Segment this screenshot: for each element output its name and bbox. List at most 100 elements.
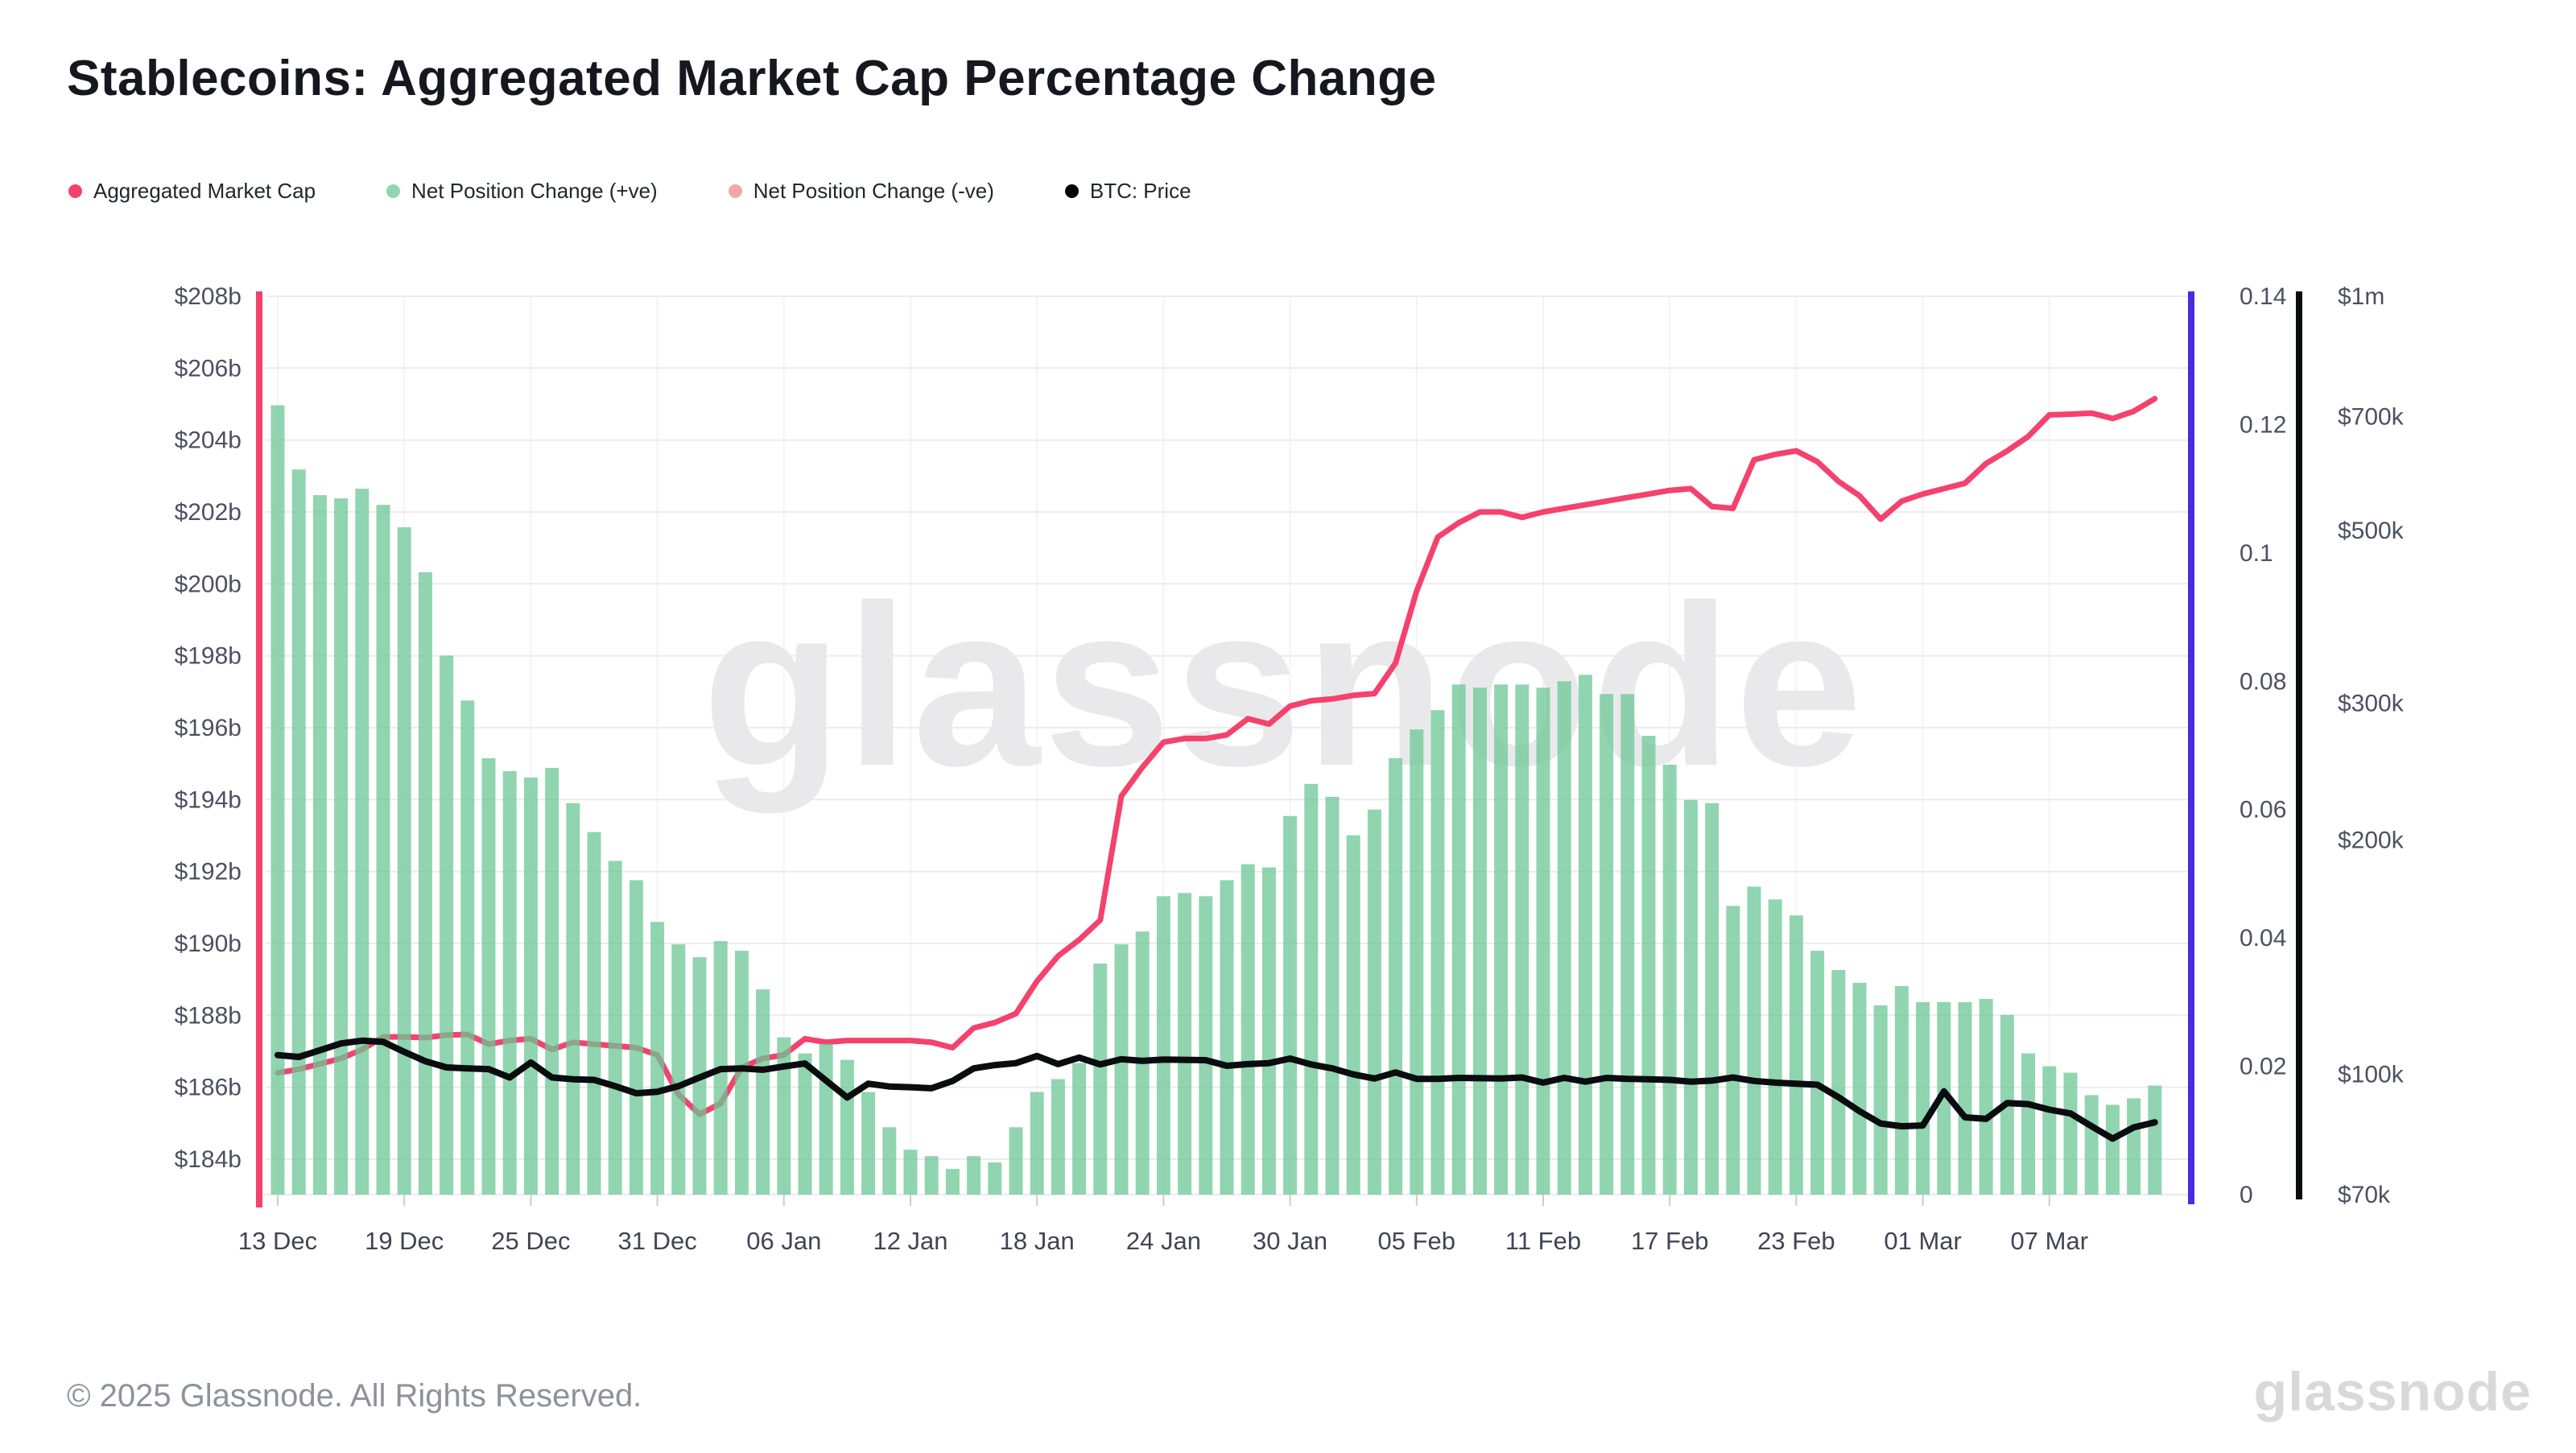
bar-net-position-change[interactable] [819, 1043, 833, 1195]
bar-net-position-change[interactable] [1114, 944, 1129, 1195]
bar-net-position-change[interactable] [967, 1156, 981, 1195]
bar-net-position-change[interactable] [1852, 982, 1867, 1195]
legend-dot-btc-price-icon [1064, 184, 1079, 198]
bar-net-position-change[interactable] [1156, 896, 1170, 1195]
left-axis-tick-label: $196b [175, 715, 242, 741]
bar-net-position-change[interactable] [270, 405, 285, 1195]
bar-net-position-change[interactable] [2105, 1104, 2120, 1195]
bar-net-position-change[interactable] [460, 700, 475, 1195]
bar-net-position-change[interactable] [545, 767, 559, 1195]
bar-net-position-change[interactable] [608, 861, 622, 1195]
bar-net-position-change[interactable] [1705, 803, 1719, 1195]
legend-item-aggregated-market-cap[interactable]: Aggregated Market Cap [68, 179, 316, 204]
bar-net-position-change[interactable] [1979, 998, 1993, 1195]
bar-net-position-change[interactable] [924, 1156, 939, 1195]
bar-net-position-change[interactable] [1093, 964, 1108, 1195]
bar-net-position-change[interactable] [523, 777, 538, 1195]
bar-net-position-change[interactable] [1894, 985, 1909, 1195]
bar-net-position-change[interactable] [376, 505, 390, 1195]
bar-net-position-change[interactable] [1051, 1079, 1065, 1195]
bar-net-position-change[interactable] [1557, 681, 1571, 1195]
bar-net-position-change[interactable] [1726, 906, 1740, 1195]
bar-net-position-change[interactable] [1009, 1127, 1023, 1195]
bar-net-position-change[interactable] [1810, 951, 1825, 1195]
bar-net-position-change[interactable] [650, 922, 665, 1195]
bar-net-position-change[interactable] [1451, 684, 1466, 1195]
bar-net-position-change[interactable] [734, 951, 749, 1195]
bar-net-position-change[interactable] [629, 880, 643, 1195]
bar-net-position-change[interactable] [1261, 867, 1276, 1195]
bar-net-position-change[interactable] [312, 495, 327, 1195]
bar-net-position-change[interactable] [1831, 970, 1846, 1195]
bar-net-position-change[interactable] [1873, 1005, 1888, 1195]
bar-net-position-change[interactable] [440, 655, 454, 1195]
bar-net-position-change[interactable] [1662, 764, 1677, 1195]
bar-net-position-change[interactable] [587, 832, 601, 1195]
bar-net-position-change[interactable] [291, 469, 306, 1195]
bar-net-position-change[interactable] [2063, 1072, 2078, 1195]
bar-net-position-change[interactable] [1072, 1063, 1087, 1195]
bar-net-position-change[interactable] [1367, 809, 1381, 1195]
bar-net-position-change[interactable] [1430, 710, 1445, 1195]
bar-net-position-change[interactable] [1178, 893, 1192, 1195]
bar-net-position-change[interactable] [1620, 694, 1635, 1195]
bar-net-position-change[interactable] [1768, 899, 1782, 1195]
bar-net-position-change[interactable] [1304, 783, 1319, 1195]
bar-net-position-change[interactable] [988, 1162, 1002, 1195]
bar-net-position-change[interactable] [1389, 757, 1403, 1195]
x-axis-tick-label: 13 Dec [238, 1227, 317, 1255]
bar-net-position-change[interactable] [334, 498, 349, 1195]
x-axis-tick-label: 30 Jan [1253, 1227, 1327, 1255]
bar-net-position-change[interactable] [798, 1053, 812, 1195]
bar-net-position-change[interactable] [1683, 799, 1698, 1195]
bar-net-position-change[interactable] [2042, 1066, 2057, 1195]
bar-net-position-change[interactable] [1789, 915, 1803, 1195]
bar-net-position-change[interactable] [840, 1059, 854, 1195]
bar-net-position-change[interactable] [671, 944, 686, 1195]
bar-net-position-change[interactable] [1600, 694, 1614, 1195]
bar-net-position-change[interactable] [903, 1150, 918, 1195]
bar-net-position-change[interactable] [502, 770, 517, 1195]
bar-net-position-change[interactable] [756, 989, 770, 1195]
bar-net-position-change[interactable] [2021, 1053, 2036, 1195]
bar-net-position-change[interactable] [1641, 736, 1656, 1195]
bar-net-position-change[interactable] [2148, 1085, 2162, 1195]
bar-net-position-change[interactable] [1325, 796, 1340, 1195]
btc-axis-tick-label: $1m [2338, 283, 2384, 310]
legend-item-net-position-change-positive[interactable]: Net Position Change (+ve) [386, 179, 658, 204]
bar-net-position-change[interactable] [355, 489, 369, 1195]
bar-net-position-change[interactable] [1220, 880, 1234, 1195]
bar-net-position-change[interactable] [1410, 729, 1424, 1195]
bar-net-position-change[interactable] [481, 757, 496, 1195]
bar-net-position-change[interactable] [418, 572, 432, 1195]
bar-net-position-change[interactable] [882, 1127, 897, 1195]
bar-net-position-change[interactable] [777, 1037, 791, 1195]
bar-net-position-change[interactable] [1578, 675, 1592, 1195]
bar-net-position-change[interactable] [1747, 886, 1761, 1195]
bar-net-position-change[interactable] [861, 1092, 876, 1195]
bar-net-position-change[interactable] [1536, 687, 1550, 1195]
bar-net-position-change[interactable] [2127, 1098, 2141, 1195]
bar-net-position-change[interactable] [1241, 864, 1255, 1195]
legend-item-net-position-change-negative[interactable]: Net Position Change (-ve) [728, 179, 994, 204]
left-axis-tick-label: $206b [175, 355, 242, 382]
bar-net-position-change[interactable] [945, 1169, 960, 1195]
bar-net-position-change[interactable] [1494, 684, 1509, 1195]
bar-net-position-change[interactable] [1030, 1092, 1044, 1195]
bar-net-position-change[interactable] [1515, 684, 1530, 1195]
bar-net-position-change[interactable] [397, 527, 411, 1195]
legend-item-btc-price[interactable]: BTC: Price [1064, 179, 1191, 204]
bar-net-position-change[interactable] [1199, 896, 1213, 1195]
x-axis-tick-label: 12 Jan [873, 1227, 947, 1255]
bar-net-position-change[interactable] [2084, 1095, 2099, 1195]
bar-net-position-change[interactable] [1346, 835, 1360, 1195]
bar-net-position-change[interactable] [1958, 1001, 1972, 1195]
ratio-axis-tick-label: 0.02 [2240, 1054, 2286, 1080]
bar-net-position-change[interactable] [1916, 1001, 1930, 1195]
bar-net-position-change[interactable] [1283, 815, 1298, 1195]
bar-net-position-change[interactable] [566, 803, 580, 1195]
series-btc-price[interactable] [275, 1037, 2158, 1142]
bar-net-position-change[interactable] [1937, 1001, 1951, 1195]
bar-net-position-change[interactable] [1472, 687, 1487, 1195]
